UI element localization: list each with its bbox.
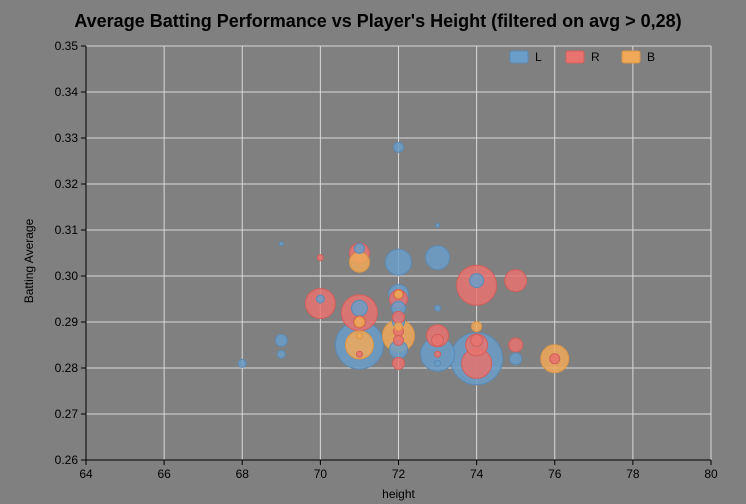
data-point-r <box>470 333 484 347</box>
x-tick-label: 64 <box>79 467 93 481</box>
data-point-l <box>276 349 286 359</box>
data-point-l <box>393 141 404 153</box>
data-point-r <box>392 356 405 370</box>
data-point-r <box>431 333 445 347</box>
legend-label-b: B <box>647 50 655 64</box>
data-point-l <box>278 241 284 247</box>
data-point-l <box>385 248 412 276</box>
plot-area: 64 66 68 70 72 74 76 78 80 0.260.270.280.290.300… <box>55 39 718 481</box>
data-point-b <box>394 322 403 332</box>
x-tick-label: 78 <box>626 467 640 481</box>
y-axis: 0.26 0.27 0.28 0.29 0.30 0.31 0.32 0.33 0.34 0.35 <box>55 39 87 467</box>
data-point-b <box>471 321 483 333</box>
legend-label-r: R <box>591 50 600 64</box>
data-point-r <box>508 337 524 353</box>
legend-swatch-r <box>565 50 585 64</box>
data-point-l <box>434 359 442 367</box>
x-axis: 64 66 68 70 72 74 76 78 80 <box>79 459 718 481</box>
y-tick-label: 0.33 <box>55 131 79 145</box>
x-axis-title: height <box>382 487 415 501</box>
x-tick-label: 66 <box>157 467 171 481</box>
x-tick-label: 74 <box>470 467 484 481</box>
x-tick-label: 68 <box>236 467 250 481</box>
data-point-r <box>316 254 324 262</box>
y-tick-label: 0.26 <box>55 453 79 467</box>
legend-swatch-l <box>509 50 529 64</box>
data-point-b <box>394 289 403 299</box>
data-point-b <box>344 330 374 360</box>
y-tick-label: 0.29 <box>55 315 79 329</box>
x-tick-label: 70 <box>314 467 328 481</box>
data-point-l <box>469 273 485 289</box>
y-tick-label: 0.30 <box>55 269 79 283</box>
data-point-r <box>549 353 561 365</box>
x-tick-label: 80 <box>704 467 718 481</box>
data-point-l <box>274 333 288 347</box>
y-axis-title: Batting Average <box>22 218 36 303</box>
data-point-l <box>509 352 523 366</box>
data-point-r <box>304 288 336 320</box>
y-tick-label: 0.28 <box>55 361 79 375</box>
data-point-l <box>425 245 451 271</box>
y-tick-label: 0.32 <box>55 177 79 191</box>
data-point-r <box>434 350 442 358</box>
y-tick-label: 0.31 <box>55 223 79 237</box>
data-point-l <box>350 299 368 317</box>
data-point-l <box>434 304 442 312</box>
data-point-r <box>393 334 404 346</box>
data-point-l <box>315 294 325 304</box>
data-point-b <box>355 332 363 340</box>
data-points <box>237 141 570 386</box>
y-tick-label: 0.35 <box>55 39 79 53</box>
y-tick-label: 0.27 <box>55 407 79 421</box>
legend-label-l: L <box>535 50 542 64</box>
data-point-r <box>504 269 528 293</box>
data-point-l <box>435 222 441 228</box>
data-point-r <box>355 350 363 358</box>
data-point-r <box>392 310 405 324</box>
data-point-l <box>237 358 247 368</box>
y-tick-label: 0.34 <box>55 85 79 99</box>
legend-swatch-b <box>621 50 641 64</box>
data-point-l <box>353 242 365 254</box>
x-tick-label: 72 <box>392 467 406 481</box>
chart-title: Average Batting Performance vs Player's … <box>74 11 681 31</box>
x-tick-label: 76 <box>548 467 562 481</box>
data-point-b <box>353 316 365 328</box>
data-point-b <box>348 251 370 273</box>
